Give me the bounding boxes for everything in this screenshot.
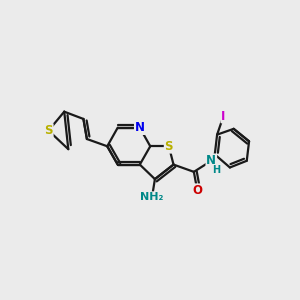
Text: N: N <box>206 154 216 167</box>
Text: N: N <box>135 121 145 134</box>
Text: I: I <box>221 110 226 122</box>
Text: H: H <box>212 165 220 175</box>
Text: NH₂: NH₂ <box>140 192 164 202</box>
Text: S: S <box>44 124 53 137</box>
Text: S: S <box>165 140 173 153</box>
Text: O: O <box>192 184 202 197</box>
